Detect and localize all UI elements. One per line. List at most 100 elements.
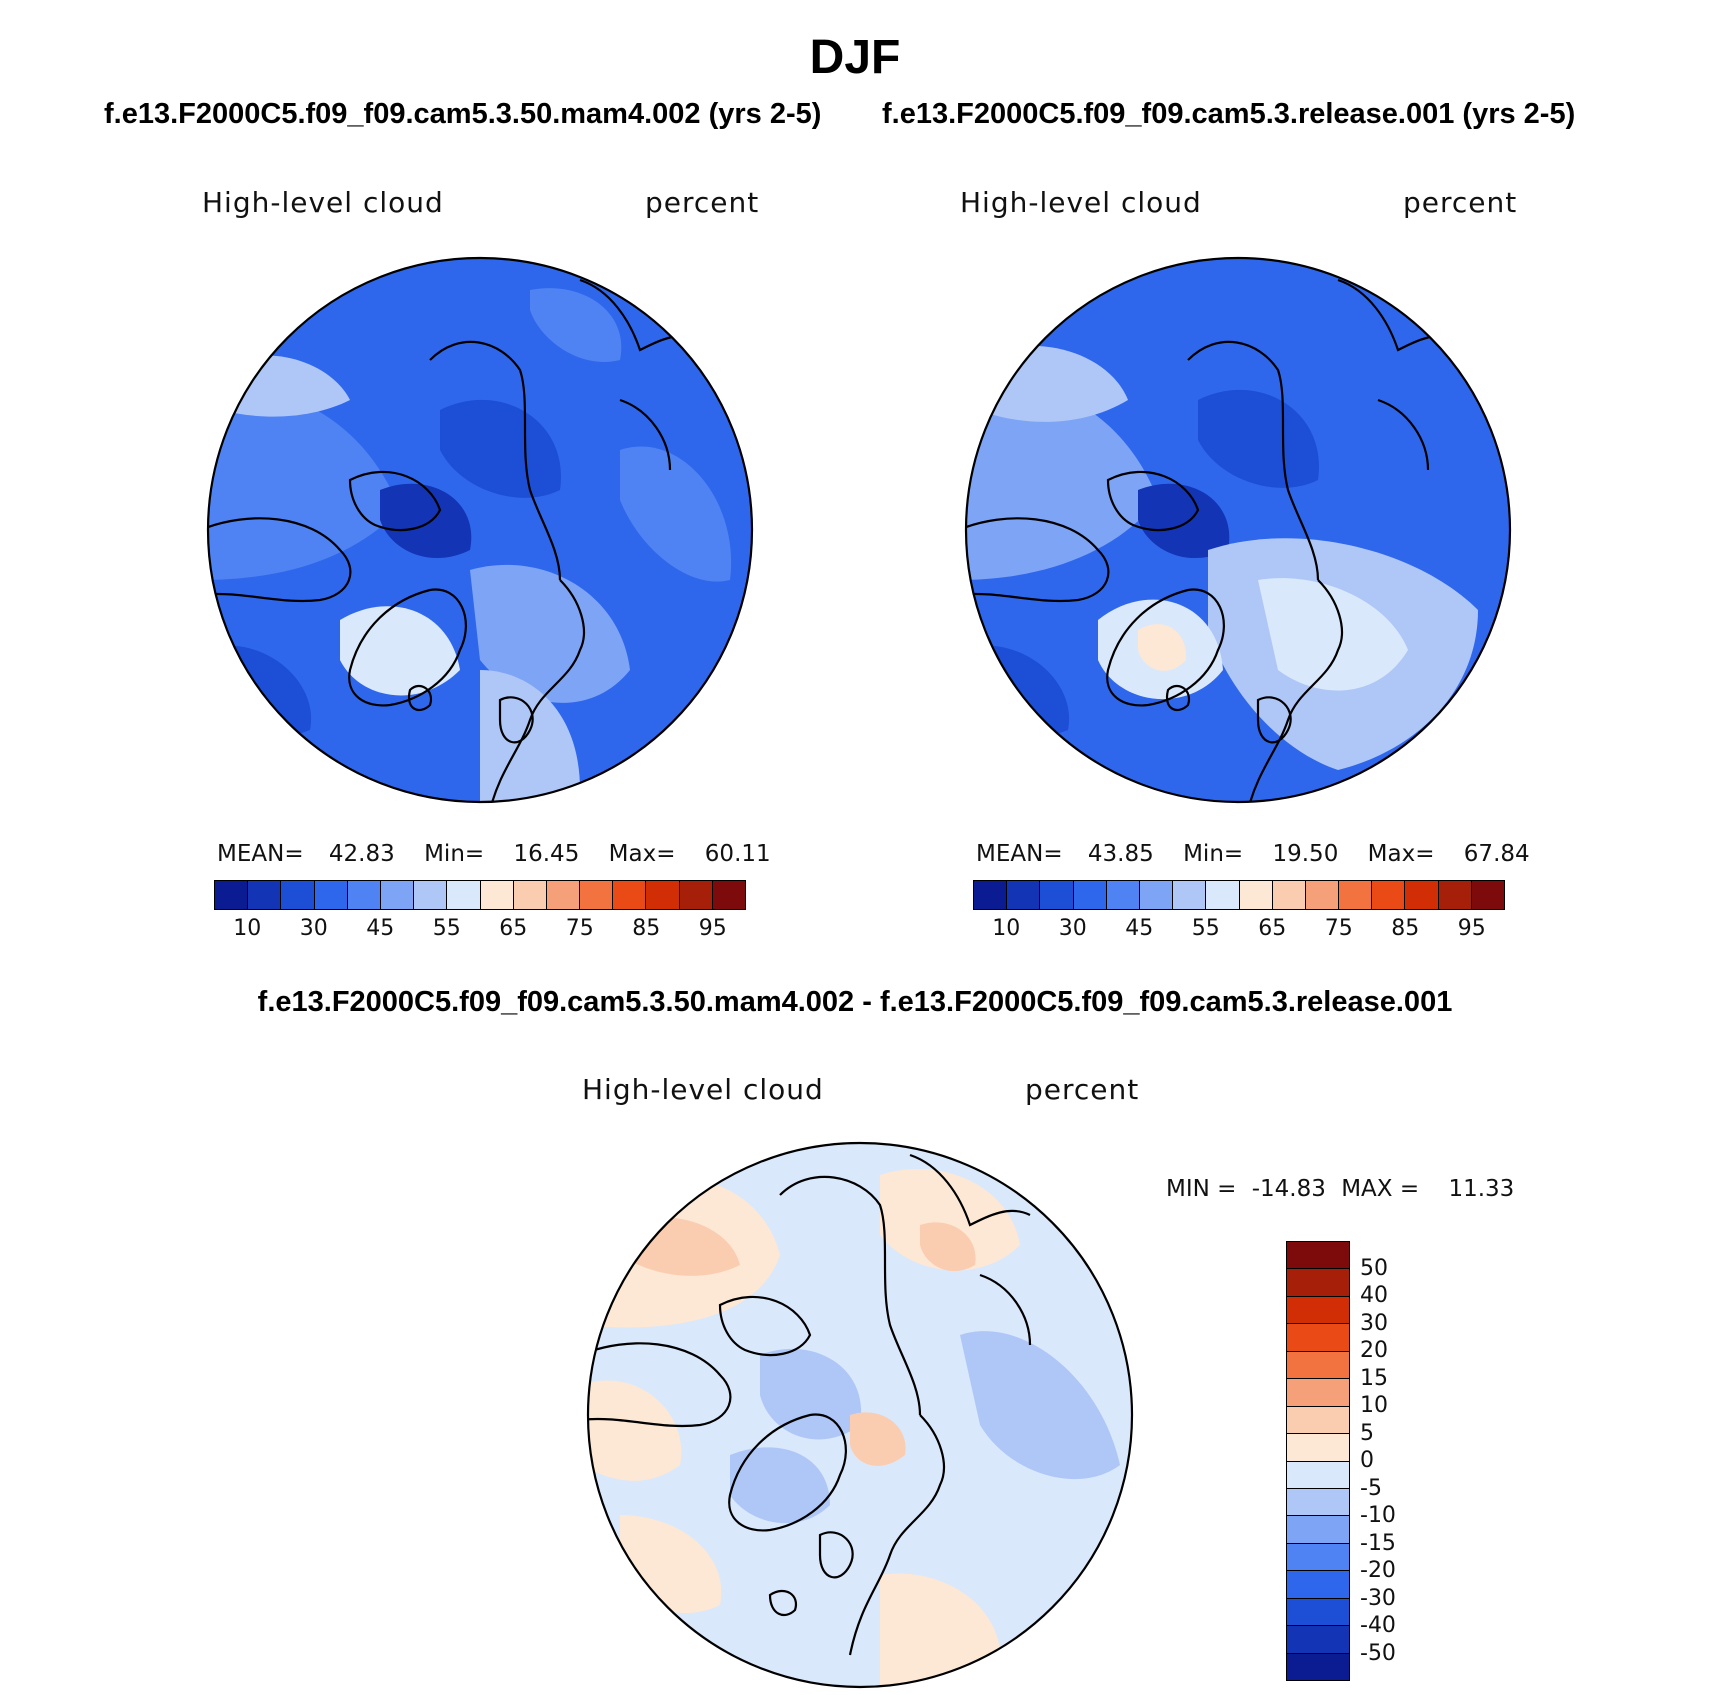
- colorbar-tick-label: 75: [1324, 916, 1353, 941]
- panel1-colorbar: [214, 880, 746, 910]
- map2-boundary: [964, 256, 1512, 804]
- colorbar-tick-label: 65: [1258, 916, 1287, 941]
- colorbar-swatch-4: [1106, 881, 1140, 909]
- colorbar-tick-label: -10: [1360, 1503, 1396, 1528]
- map1-field-atlantic: [470, 564, 630, 703]
- colorbar-swatch-10: [1287, 1516, 1349, 1544]
- colorbar-tick-label: -50: [1360, 1640, 1396, 1666]
- map1-field-archipelago: [380, 483, 472, 559]
- colorbar-swatch-3: [1073, 881, 1107, 909]
- colorbar-tick-label: 30: [299, 916, 328, 941]
- panel1-variable-label: High-level cloud: [202, 186, 444, 219]
- panel1-units-label: percent: [645, 186, 760, 219]
- colorbar-swatch-11: [1339, 881, 1373, 909]
- panel2-min-value: 19.50: [1272, 841, 1339, 867]
- colorbar-swatch-1: [1007, 881, 1041, 909]
- map2-field-greenland-peak: [1138, 624, 1187, 671]
- colorbar-swatch-14: [1287, 1626, 1349, 1654]
- panel1-max-value: 60.11: [704, 841, 771, 867]
- panel1-max-label: Max=: [608, 841, 676, 867]
- panel3-units-label: percent: [1025, 1073, 1140, 1106]
- colorbar-swatch-9: [1272, 881, 1306, 909]
- map2-field-archipelago: [1138, 483, 1230, 559]
- colorbar-swatch-0: [215, 881, 249, 909]
- colorbar-swatch-11: [1287, 1543, 1349, 1572]
- colorbar-tick-label: 55: [1191, 916, 1220, 941]
- colorbar-swatch-3: [314, 881, 348, 909]
- colorbar-swatch-0: [1287, 1242, 1349, 1270]
- colorbar-tick-label: 75: [565, 916, 594, 941]
- map3-field-norwegian: [850, 1412, 906, 1466]
- colorbar-swatch-10: [546, 881, 581, 909]
- colorbar-swatch-15: [712, 881, 745, 909]
- colorbar-swatch-13: [646, 881, 680, 909]
- colorbar-swatch-13: [1405, 881, 1439, 909]
- colorbar-swatch-12: [1287, 1571, 1349, 1599]
- panel1-mean-label: MEAN=: [217, 841, 304, 867]
- colorbar-swatch-6: [414, 881, 448, 909]
- colorbar-swatch-12: [1372, 881, 1406, 909]
- panel3-min-value: -14.83: [1251, 1176, 1326, 1202]
- colorbar-swatch-11: [580, 881, 614, 909]
- colorbar-tick-label: 20: [1360, 1338, 1388, 1363]
- map-panel1: [206, 256, 754, 804]
- colorbar-tick-label: 45: [366, 916, 395, 941]
- colorbar-swatch-9: [1287, 1488, 1349, 1517]
- colorbar-swatch-6: [1173, 881, 1207, 909]
- run-title-right: f.e13.F2000C5.f09_f09.cam5.3.release.001…: [882, 98, 1576, 130]
- colorbar-tick-label: 95: [1457, 916, 1486, 941]
- panel1-mean-value: 42.83: [328, 841, 395, 867]
- panel2-colorbar: [973, 880, 1505, 910]
- map2-coastlines: [966, 278, 1459, 802]
- diff-title: f.e13.F2000C5.f09_f09.cam5.3.50.mam4.002…: [257, 986, 1453, 1018]
- colorbar-tick-label: -30: [1360, 1585, 1396, 1611]
- main-title: DJF: [809, 31, 901, 84]
- colorbar-tick-label: -20: [1360, 1558, 1396, 1583]
- map3-field-siberia: [880, 1168, 1020, 1271]
- colorbar-swatch-1: [248, 881, 282, 909]
- map1-boundary: [206, 256, 754, 804]
- map3-coastlines: [588, 1153, 1032, 1656]
- colorbar-swatch-7: [447, 881, 481, 909]
- panel2-units-label: percent: [1403, 186, 1518, 219]
- colorbar-swatch-6: [1287, 1406, 1349, 1435]
- colorbar-tick-label: 10: [233, 916, 262, 941]
- colorbar-swatch-1: [1287, 1269, 1349, 1297]
- colorbar-swatch-5: [1287, 1379, 1349, 1407]
- panel3-variable-label: High-level cloud: [582, 1073, 824, 1106]
- panel1-min-value: 16.45: [513, 841, 580, 867]
- map1-field-siberia: [620, 446, 732, 582]
- map-panel3: [586, 1141, 1134, 1689]
- panel3-min-label: MIN =: [1166, 1176, 1237, 1202]
- colorbar-swatch-2: [1287, 1296, 1349, 1325]
- colorbar-tick-label: 30: [1058, 916, 1087, 941]
- map3-field-siberia-peak: [920, 1222, 976, 1272]
- colorbar-tick-label: 55: [432, 916, 461, 941]
- map1-field-europe: [480, 670, 580, 802]
- panel2-max-label: Max=: [1367, 841, 1435, 867]
- map2-field-norwegian: [1258, 578, 1408, 691]
- colorbar-swatch-3: [1287, 1324, 1349, 1352]
- colorbar-swatch-8: [1287, 1461, 1349, 1489]
- run-title-left: f.e13.F2000C5.f09_f09.cam5.3.50.mam4.002…: [104, 98, 822, 130]
- panel1-min-label: Min=: [424, 841, 485, 867]
- panel3-colorbar-ticks: 50 40 30 20 15 10 5 0 -5 -10 -15 -20 -30 -40 -50: [1360, 1241, 1450, 1681]
- colorbar-swatch-10: [1305, 881, 1340, 909]
- map-panel2: [964, 256, 1512, 804]
- colorbar-tick-label: 0: [1360, 1448, 1374, 1473]
- map3-field-atlantic: [960, 1331, 1120, 1480]
- map2-field-pacific: [966, 387, 1158, 580]
- map1-field-pacific: [208, 392, 400, 580]
- panel2-colorbar-ticks: 10 30 45 55 65 75 85 95: [973, 916, 1505, 946]
- colorbar-tick-label: -15: [1360, 1530, 1396, 1556]
- colorbar-tick-label: 15: [1360, 1365, 1388, 1391]
- colorbar-tick-label: 40: [1360, 1283, 1388, 1308]
- colorbar-swatch-13: [1287, 1598, 1349, 1627]
- colorbar-swatch-8: [480, 881, 514, 909]
- panel3-max-label: MAX =: [1341, 1176, 1420, 1202]
- colorbar-swatch-7: [1206, 881, 1240, 909]
- colorbar-swatch-9: [513, 881, 547, 909]
- colorbar-swatch-2: [1040, 881, 1074, 909]
- map3-field-canada: [588, 1380, 682, 1481]
- map1-field-arctic: [440, 399, 561, 498]
